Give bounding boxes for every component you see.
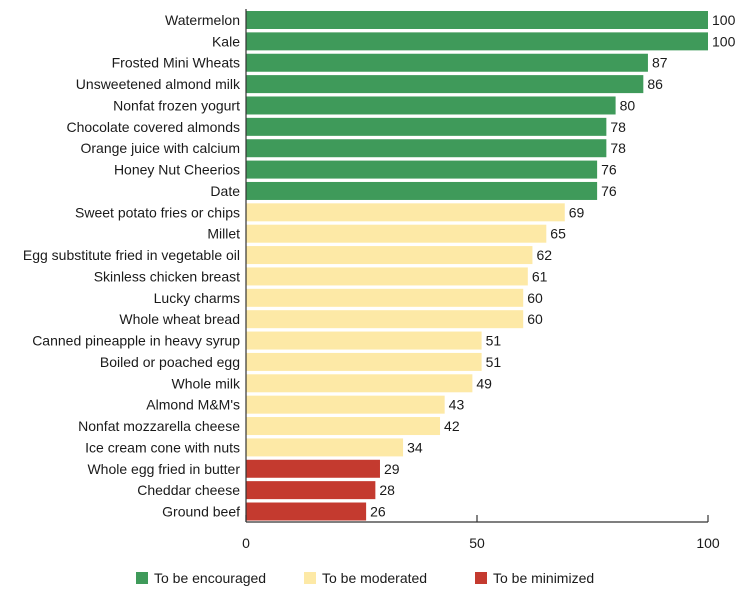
legend-label-moderated: To be moderated [322, 570, 427, 586]
category-label: Sweet potato fries or chips [75, 204, 240, 220]
value-label: 100 [712, 12, 736, 28]
category-label: Watermelon [165, 12, 240, 28]
bar-23 [246, 502, 367, 521]
category-label: Orange juice with calcium [80, 140, 240, 156]
value-label: 60 [527, 290, 543, 306]
legend-swatch-minimized [475, 572, 487, 584]
category-label: Ground beef [162, 504, 240, 520]
value-label: 43 [449, 397, 465, 413]
legend-swatch-moderated [304, 572, 316, 584]
value-label: 86 [647, 76, 663, 92]
bar-3 [246, 75, 644, 94]
bar-2 [246, 53, 648, 72]
category-label: Frosted Mini Wheats [112, 55, 240, 71]
category-label: Boiled or poached egg [100, 354, 240, 370]
bar-14 [246, 310, 524, 329]
value-label: 34 [407, 439, 423, 455]
value-label: 62 [536, 247, 552, 263]
value-label: 69 [569, 204, 585, 220]
category-label: Whole wheat bread [119, 311, 240, 327]
category-label: Date [210, 183, 240, 199]
value-label: 26 [370, 504, 386, 520]
category-label: Nonfat mozzarella cheese [78, 418, 240, 434]
bar-17 [246, 374, 473, 393]
value-label: 78 [610, 119, 626, 135]
category-label: Canned pineapple in heavy syrup [32, 333, 240, 349]
bar-9 [246, 203, 565, 222]
bar-7 [246, 160, 598, 179]
category-label: Unsweetened almond milk [76, 76, 241, 92]
bar-4 [246, 96, 616, 115]
value-label: 29 [384, 461, 400, 477]
category-label: Egg substitute fried in vegetable oil [23, 247, 240, 263]
bar-19 [246, 417, 441, 436]
value-label: 51 [486, 333, 502, 349]
value-label: 100 [712, 33, 736, 49]
category-label: Ice cream cone with nuts [85, 439, 240, 455]
category-label: Nonfat frozen yogurt [113, 97, 240, 113]
x-tick-label: 0 [242, 535, 250, 551]
category-label: Whole egg fried in butter [87, 461, 240, 477]
value-label: 78 [610, 140, 626, 156]
bar-22 [246, 481, 376, 500]
x-tick-label: 50 [469, 535, 485, 551]
value-label: 80 [620, 97, 636, 113]
x-tick-label: 100 [696, 535, 720, 551]
bar-10 [246, 224, 547, 243]
value-label: 51 [486, 354, 502, 370]
legend: To be encouraged To be moderated To be min… [136, 570, 594, 586]
legend-label-encouraged: To be encouraged [154, 570, 266, 586]
bars-layer [246, 11, 708, 521]
category-label: Chocolate covered almonds [66, 119, 240, 135]
bar-15 [246, 331, 482, 350]
value-label: 42 [444, 418, 460, 434]
bar-21 [246, 459, 380, 478]
value-label: 65 [550, 226, 566, 242]
value-label: 49 [476, 375, 492, 391]
bar-8 [246, 181, 598, 200]
category-label: Almond M&M's [146, 397, 240, 413]
bar-12 [246, 267, 528, 286]
legend-swatch-encouraged [136, 572, 148, 584]
value-label: 28 [379, 482, 395, 498]
bar-0 [246, 11, 708, 29]
bar-18 [246, 395, 445, 414]
bar-5 [246, 117, 607, 136]
category-label: Lucky charms [154, 290, 240, 306]
category-labels: Watermelon Kale Frosted Mini Wheats Unsweet… [23, 12, 241, 520]
category-label: Kale [212, 33, 240, 49]
value-label: 61 [532, 268, 548, 284]
category-label: Honey Nut Cheerios [114, 162, 240, 178]
value-label: 76 [601, 162, 617, 178]
bar-13 [246, 288, 524, 307]
category-label: Cheddar cheese [137, 482, 240, 498]
legend-label-minimized: To be minimized [493, 570, 594, 586]
value-label: 76 [601, 183, 617, 199]
value-label: 87 [652, 55, 668, 71]
bar-16 [246, 352, 482, 371]
bar-1 [246, 32, 708, 51]
bar-20 [246, 438, 404, 457]
value-label: 60 [527, 311, 543, 327]
x-axis: 0 50 100 [242, 9, 720, 551]
bar-6 [246, 139, 607, 158]
category-label: Millet [207, 226, 240, 242]
category-label: Skinless chicken breast [94, 268, 240, 284]
category-label: Whole milk [172, 375, 241, 391]
bar-11 [246, 246, 533, 265]
